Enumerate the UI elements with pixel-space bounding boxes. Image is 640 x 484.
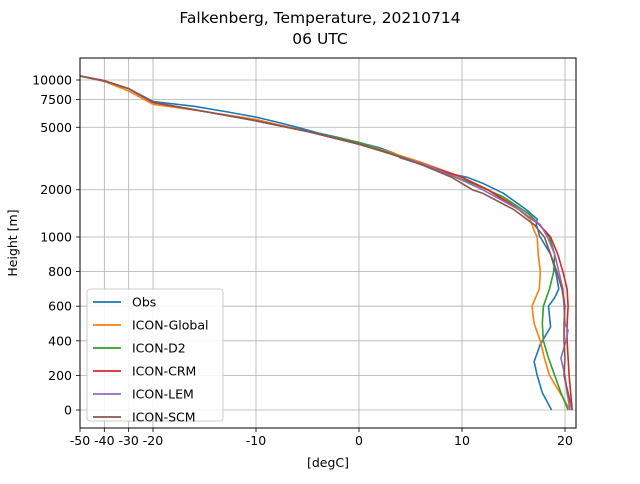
y-tick-label: 10000 [32,73,72,88]
x-axis-label: [degC] [307,455,349,470]
x-tick-label: 10 [454,433,470,448]
chart-subtitle: 06 UTC [292,30,347,48]
series-lines [79,75,573,411]
legend-entry-icon-d2: ICON-D2 [132,341,186,356]
legend: Obs ICON-Global ICON-D2 ICON-CRM ICON-LEM ICO… [86,288,224,425]
y-tick-label: 0 [64,403,72,418]
y-tick-label: 2000 [40,182,72,197]
legend-entry-icon-lem: ICON-LEM [132,387,194,402]
x-tick-label: 20 [557,433,573,448]
y-tick-label: 1000 [40,230,72,245]
legend-entry-icon-global: ICON-Global [132,318,208,333]
y-tick-label: 7500 [40,92,72,107]
legend-entry-icon-scm: ICON-SCM [132,410,196,425]
x-tick-label: -50 [70,433,90,448]
x-tick-label: -20 [143,433,163,448]
x-tick-label: -10 [246,433,266,448]
y-tick-label: 400 [48,333,72,348]
legend-entry-obs: Obs [132,295,156,310]
x-tick-label: 0 [355,433,363,448]
x-tick-label: -40 [94,433,114,448]
legend-box [86,288,224,422]
series-line-icon-scm [79,75,573,411]
y-axis-label: Height [m] [5,209,20,276]
plot-area-frame [79,57,577,429]
y-tick-label: 800 [48,264,72,279]
y-tick-label: 200 [48,368,72,383]
series-line-obs [79,75,560,411]
y-tick-label: 600 [48,299,72,314]
axis-ticks: -50 -40 -30 -20 -10 0 10 2002004006008001000200… [32,73,573,449]
y-tick-label: 5000 [40,120,72,135]
legend-entry-icon-crm: ICON-CRM [132,364,196,379]
chart-title: Falkenberg, Temperature, 20210714 [179,9,460,27]
x-tick-label: -30 [118,433,138,448]
